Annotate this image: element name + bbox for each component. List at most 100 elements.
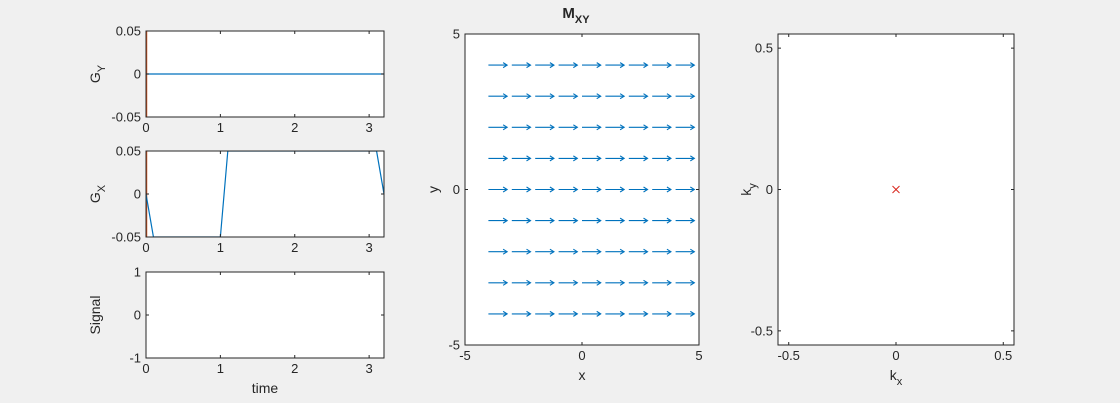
mxy-arrow-0-2 (535, 62, 555, 69)
gy-ytick-label: 0 (134, 67, 141, 82)
mxy-arrow-7-5 (605, 279, 626, 286)
mxy-arrow-head (690, 217, 696, 224)
gy-ylabel: GY (87, 64, 108, 83)
signal-ytick-label: 1 (134, 265, 141, 280)
mxy-title-main: M (562, 5, 575, 22)
mxy-arrow-4-4 (582, 186, 602, 193)
mxy-arrow-head (643, 186, 649, 193)
mxy-arrow-head (502, 310, 509, 317)
mxy-xtick-label: 0 (578, 348, 585, 363)
mxy-arrow-head (549, 279, 555, 286)
mxy-arrow-head (502, 186, 509, 193)
mxy-arrow-6-1 (511, 248, 532, 255)
mxy-arrow-head (643, 310, 649, 317)
mxy-arrow-7-2 (535, 279, 555, 286)
mxy-arrow-4-1 (511, 186, 532, 193)
mxy-arrow-6-0 (488, 248, 509, 255)
kspace-ylabel-sub: y (747, 183, 759, 189)
mxy-arrow-head (549, 310, 555, 317)
mxy-arrow-7-3 (558, 279, 579, 286)
mxy-arrow-head (573, 62, 579, 69)
mxy-arrow-2-6 (628, 124, 649, 131)
mxy-arrow-1-3 (558, 93, 579, 100)
mxy-arrow-head (526, 217, 532, 224)
mxy-arrow-head (690, 186, 696, 193)
mxy-arrow-8-8 (675, 310, 696, 317)
mxy-arrow-head (596, 93, 602, 100)
mxy-arrow-6-5 (605, 248, 626, 255)
mxy-arrow-head (619, 93, 626, 100)
mxy-arrow-head (573, 186, 579, 193)
mxy-arrow-head (619, 155, 626, 162)
signal-xtick-label: 1 (217, 361, 224, 376)
mxy-arrow-7-4 (582, 279, 602, 286)
mxy-arrow-4-5 (605, 186, 626, 193)
mxy-arrow-2-4 (582, 124, 602, 131)
signal-ylabel-main: Signal (87, 296, 103, 335)
mxy-arrow-8-4 (582, 310, 602, 317)
mxy-arrow-head (643, 62, 649, 69)
mxy-arrow-head (643, 155, 649, 162)
mxy-arrow-6-7 (652, 248, 672, 255)
mxy-arrow-head (502, 279, 509, 286)
mxy-arrow-head (502, 248, 509, 255)
mxy-arrow-5-1 (511, 217, 532, 224)
gy-ytick-label: 0.05 (116, 24, 141, 39)
mxy-arrow-2-0 (488, 124, 509, 131)
mxy-arrow-head (596, 155, 602, 162)
mxy-arrow-head (690, 93, 696, 100)
mxy-arrow-head (690, 124, 696, 131)
mxy-arrow-head (526, 186, 532, 193)
mxy-arrow-head (619, 217, 626, 224)
mxy-arrow-8-0 (488, 310, 509, 317)
mxy-arrow-head (619, 62, 626, 69)
mxy-xlabel-main: x (579, 367, 586, 383)
mxy-arrow-0-6 (628, 62, 649, 69)
mxy-arrow-6-4 (582, 248, 602, 255)
mxy-arrow-head (502, 124, 509, 131)
mxy-arrow-head (666, 279, 672, 286)
mxy-arrow-head (643, 217, 649, 224)
kspace-ytick-label: 0 (766, 182, 773, 197)
mxy-arrow-6-3 (558, 248, 579, 255)
mxy-arrow-head (619, 248, 626, 255)
signal-ylabel: Signal (87, 296, 103, 335)
gy-xtick-label: 0 (142, 120, 149, 135)
kspace-ytick-label: 0.5 (755, 41, 773, 56)
signal-ytick-label: 0 (134, 308, 141, 323)
mxy-arrow-2-5 (605, 124, 626, 131)
mxy-arrow-5-8 (675, 217, 696, 224)
mxy-arrow-head (526, 93, 532, 100)
mxy-arrow-7-0 (488, 279, 509, 286)
gx-xtick-label: 1 (217, 240, 224, 255)
kspace-plot-content (892, 185, 900, 194)
mxy-arrow-head (549, 93, 555, 100)
mxy-arrow-5-2 (535, 217, 555, 224)
mxy-arrow-head (596, 62, 602, 69)
mxy-arrow-head (573, 279, 579, 286)
mxy-arrow-head (502, 155, 509, 162)
mxy-arrow-head (690, 155, 696, 162)
mxy-ylabel: y (425, 186, 441, 193)
mxy-arrow-head (596, 186, 602, 193)
kspace-point-0 (892, 185, 900, 194)
mxy-arrow-head (666, 62, 672, 69)
signal-plot-area (146, 272, 384, 358)
mxy-arrow-head (690, 248, 696, 255)
mxy-arrow-4-6 (628, 186, 649, 193)
kspace-xtick-label: 0.5 (994, 348, 1012, 363)
mxy-arrow-1-6 (628, 93, 649, 100)
mxy-arrow-4-7 (652, 186, 672, 193)
mxy-arrow-1-5 (605, 93, 626, 100)
mxy-arrow-1-1 (511, 93, 532, 100)
mxy-arrow-6-6 (628, 248, 649, 255)
kspace-xtick-label: -0.5 (778, 348, 800, 363)
mxy-arrow-head (549, 62, 555, 69)
gx-plot-content (146, 151, 384, 237)
mxy-arrow-head (573, 93, 579, 100)
mxy-arrow-head (666, 248, 672, 255)
mxy-arrow-head (619, 279, 626, 286)
gx-xtick-label: 0 (142, 240, 149, 255)
